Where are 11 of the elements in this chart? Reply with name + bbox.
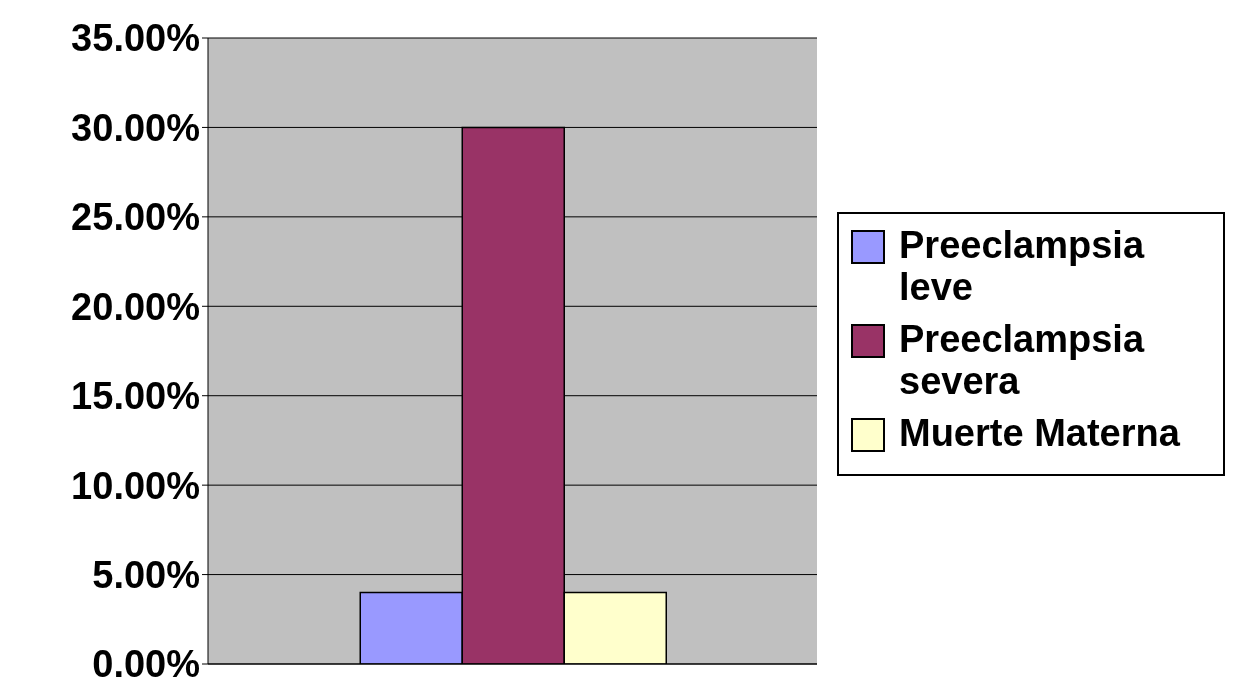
y-tick-label: 25.00% bbox=[71, 196, 200, 239]
legend-label: Preeclampsia leve bbox=[899, 223, 1146, 308]
y-tick-label: 10.00% bbox=[71, 464, 200, 507]
y-tick-label: 30.00% bbox=[71, 106, 200, 149]
y-tick-label: 20.00% bbox=[71, 285, 200, 328]
y-tick-label: 35.00% bbox=[71, 17, 200, 60]
y-tick-label: 0.00% bbox=[92, 643, 200, 686]
y-tick-label: 15.00% bbox=[71, 375, 200, 418]
legend-label: Preeclampsia severa bbox=[899, 317, 1146, 402]
y-tick-label: 5.00% bbox=[92, 554, 200, 597]
legend-label: Muerte Materna bbox=[899, 411, 1180, 454]
